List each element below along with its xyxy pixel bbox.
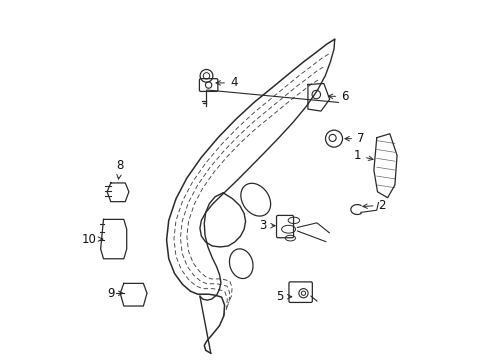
Text: 10: 10: [81, 233, 102, 246]
Text: 3: 3: [259, 219, 275, 232]
Text: 5: 5: [276, 290, 291, 303]
Text: 7: 7: [344, 132, 364, 145]
Text: 6: 6: [327, 90, 348, 103]
Text: 9: 9: [107, 287, 122, 300]
Text: 8: 8: [116, 159, 123, 179]
Text: 1: 1: [353, 149, 372, 162]
Text: 2: 2: [362, 199, 385, 212]
Text: 4: 4: [216, 76, 237, 89]
